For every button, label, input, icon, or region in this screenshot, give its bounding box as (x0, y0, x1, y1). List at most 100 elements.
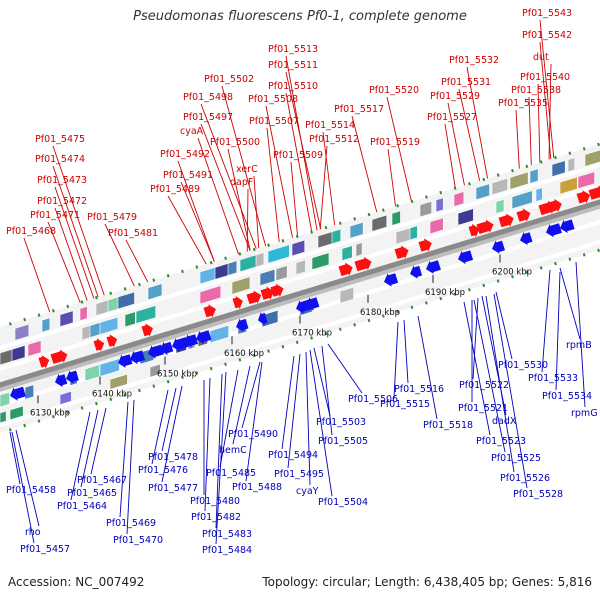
gene-box-upper (584, 149, 600, 167)
scale-tick-label: 6140 kbp (92, 390, 132, 400)
bottom-gene-label: Pf01_5494 (268, 450, 318, 461)
bottom-gene-label: Pf01_5483 (202, 529, 252, 540)
gene-box-upper (117, 291, 135, 310)
bottom-label-connector (281, 355, 295, 450)
bottom-gene-label: Pf01_5490 (228, 429, 278, 440)
gene-box-upper (79, 305, 88, 322)
bottom-label-connector (70, 411, 91, 501)
bottom-label-connector (219, 369, 239, 468)
gene-box-upper (453, 191, 465, 207)
bottom-gene-label: Pf01_5478 (148, 452, 198, 463)
gene-box-upper (419, 200, 432, 218)
reverse-gene-arrow (258, 312, 268, 326)
forward-gene-arrow (394, 245, 409, 259)
top-label-connector (54, 186, 101, 317)
gene-box-outer (59, 390, 72, 406)
top-gene-label: Pf01_5514 (305, 120, 355, 131)
gene-box-lower (24, 384, 34, 400)
top-gene-label: Pf01_5510 (268, 81, 318, 92)
bottom-gene-label: Pf01_5470 (113, 535, 163, 546)
gene-box-upper (391, 210, 401, 226)
bottom-label-connector (555, 271, 561, 391)
forward-gene-arrow (354, 256, 372, 272)
gene-box-lower (339, 286, 354, 304)
top-gene-label: Pf01_5535 (498, 98, 548, 109)
gene-box-upper (147, 283, 163, 301)
bottom-label-connector (403, 319, 409, 384)
bottom-label-connector (161, 387, 177, 452)
top-label-connector (285, 71, 328, 259)
gene-box-outer (149, 363, 161, 378)
bottom-gene-label: Pf01_5495 (274, 469, 324, 480)
forward-gene-arrow (516, 208, 531, 222)
gene-box-upper (227, 260, 238, 276)
top-gene-label: Pf01_5491 (163, 170, 213, 181)
bottom-gene-label: Pf01_5477 (148, 483, 198, 494)
top-gene-label: Pf01_5531 (441, 77, 491, 88)
reverse-gene-arrow (66, 370, 79, 384)
gene-box-inner (577, 171, 595, 190)
top-gene-label: dut (533, 52, 549, 63)
gene-box-upper (509, 171, 529, 190)
gene-box-inner (341, 245, 353, 262)
gene-box-inner (135, 305, 157, 324)
bottom-gene-label: rho (25, 527, 41, 538)
bottom-label-connector (80, 409, 99, 488)
bottom-gene-label: Pf01_5469 (106, 518, 156, 529)
top-gene-label: Pf01_5511 (268, 60, 318, 71)
gene-box-lower (0, 391, 10, 408)
forward-gene-arrow (106, 334, 118, 348)
bottom-label-connector (215, 371, 227, 545)
bottom-gene-label: Pf01_5530 (498, 360, 548, 371)
gene-box-inner (559, 176, 578, 195)
gene-box-inner (429, 217, 444, 235)
bottom-gene-label: hemC (219, 445, 247, 456)
top-gene-label: dapF (230, 177, 253, 188)
bottom-gene-label: Pf01_5476 (138, 465, 188, 476)
reverse-gene-arrow (55, 373, 68, 388)
bottom-label-connector (493, 293, 528, 489)
gene-box-inner (457, 208, 474, 226)
reverse-gene-arrow (118, 354, 133, 368)
bottom-label-connector (151, 389, 169, 465)
top-gene-label: Pf01_5497 (183, 112, 233, 123)
top-gene-label: Pf01_5519 (370, 137, 420, 148)
bottom-label-connector (473, 299, 506, 453)
reverse-gene-arrow (148, 344, 165, 359)
reverse-gene-arrow (458, 250, 474, 265)
bottom-gene-label: Pf01_5518 (423, 420, 473, 431)
top-gene-label: Pf01_5468 (6, 226, 56, 237)
bottom-gene-label: Pf01_5522 (459, 380, 509, 391)
top-label-connector (221, 85, 271, 263)
gene-box-upper (331, 228, 342, 245)
reverse-gene-arrow (492, 240, 505, 254)
reverse-gene-arrow (410, 265, 423, 279)
gene-box-upper (41, 317, 51, 333)
reverse-gene-arrow (306, 297, 320, 311)
bottom-gene-label: Pf01_5458 (6, 485, 56, 496)
bottom-gene-label: rpmG (571, 408, 598, 419)
reverse-gene-arrow (184, 334, 198, 348)
top-label-connector (227, 148, 255, 269)
gene-box-upper (59, 310, 74, 328)
top-gene-label: Pf01_5520 (369, 85, 419, 96)
bottom-gene-label: cyaY (296, 486, 319, 497)
bottom-gene-label: Pf01_5521 (458, 403, 508, 414)
reverse-gene-arrow (546, 223, 562, 238)
scale-tick-label: 6170 kbp (292, 329, 332, 339)
top-gene-label: xerC (236, 164, 258, 175)
top-gene-label: Pf01_5532 (449, 55, 499, 66)
top-gene-label: Pf01_5508 (248, 94, 298, 105)
gene-box-upper (529, 168, 539, 184)
scale-tick-label: 6160 kbp (224, 349, 264, 359)
top-gene-label: Pf01_5527 (427, 112, 477, 123)
top-label-connector (200, 123, 257, 267)
top-gene-label: Pf01_5543 (522, 8, 572, 19)
forward-gene-arrow (246, 290, 262, 305)
gene-box-upper (551, 160, 566, 178)
reverse-gene-arrow (10, 386, 26, 401)
top-gene-label: Pf01_5471 (30, 210, 80, 221)
gene-box-inner (295, 259, 306, 276)
bottom-label-connector (575, 261, 586, 408)
